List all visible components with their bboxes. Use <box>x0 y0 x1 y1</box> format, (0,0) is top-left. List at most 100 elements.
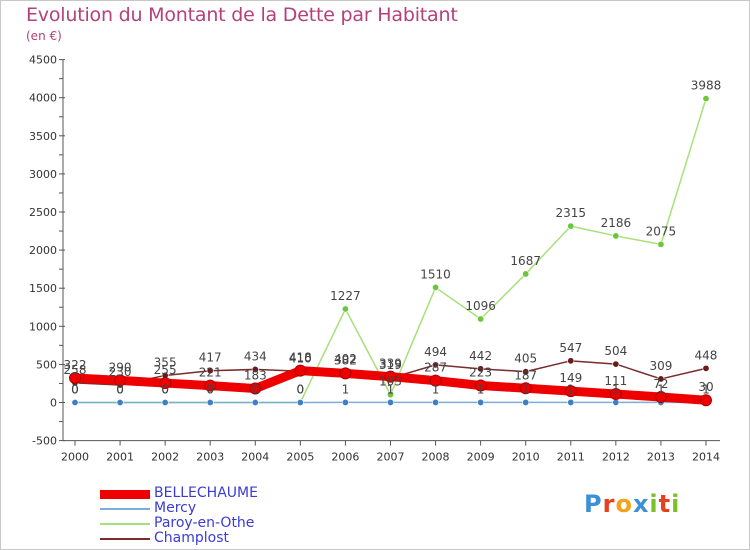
data-label: 0 <box>161 383 169 397</box>
data-label: 339 <box>379 357 402 371</box>
data-point <box>384 370 397 383</box>
data-label: 2075 <box>646 224 677 238</box>
x-tick-label: 2012 <box>602 451 630 464</box>
data-label: 1510 <box>420 267 451 281</box>
data-label: 0 <box>71 383 79 397</box>
data-label: 1 <box>567 382 575 396</box>
data-label: 0 <box>71 383 79 397</box>
data-point <box>702 95 710 103</box>
data-label: 1 <box>522 382 530 396</box>
legend-label: Champlost <box>154 530 229 546</box>
data-label: 494 <box>424 345 447 359</box>
data-label: 183 <box>244 369 267 383</box>
chart-subtitle: (en €) <box>26 29 62 43</box>
x-tick-label: 2003 <box>196 451 224 464</box>
y-tick-label: 4500 <box>29 54 57 67</box>
data-label: 1 <box>432 382 440 396</box>
data-point <box>477 365 485 373</box>
data-label: 2315 <box>555 206 586 220</box>
x-tick-label: 2014 <box>692 451 720 464</box>
data-label: 221 <box>199 366 222 380</box>
legend-item: Paroy-en-Othe <box>100 516 340 531</box>
y-tick-label: -500 <box>32 435 57 448</box>
data-point <box>609 388 622 401</box>
x-tick-label: 2008 <box>422 451 450 464</box>
data-point <box>159 377 172 390</box>
data-label: 0 <box>206 383 214 397</box>
data-label: 402 <box>334 352 357 366</box>
data-point <box>519 382 532 395</box>
data-point <box>567 222 575 230</box>
data-point <box>474 379 487 392</box>
data-point <box>522 270 530 278</box>
data-point <box>522 398 530 406</box>
data-point <box>477 398 485 406</box>
data-label: 1 <box>342 382 350 396</box>
data-point <box>386 391 394 399</box>
data-point <box>69 371 81 384</box>
data-label: 442 <box>469 349 492 363</box>
y-tick-label: 2000 <box>29 244 57 257</box>
y-tick-label: 4000 <box>29 92 57 105</box>
data-label: 0 <box>251 383 259 397</box>
data-label: 418 <box>289 351 312 365</box>
data-point <box>612 398 620 406</box>
data-point <box>564 385 577 398</box>
x-tick-label: 2000 <box>61 451 89 464</box>
data-point <box>432 398 440 406</box>
data-label: 111 <box>604 374 627 388</box>
legend-item: BELLECHAUME <box>100 486 340 501</box>
data-label: 258 <box>64 363 87 377</box>
y-tick-label: 3500 <box>29 130 57 143</box>
data-point <box>296 398 304 406</box>
data-label: 1 <box>477 382 485 396</box>
data-point <box>114 374 127 387</box>
x-tick-label: 2004 <box>241 451 269 464</box>
data-label: 0 <box>251 383 259 397</box>
logo-letter: o <box>615 490 633 518</box>
data-label: 355 <box>154 355 177 369</box>
data-label: 0 <box>161 383 169 397</box>
data-label: 230 <box>109 365 132 379</box>
logo-letter: r <box>602 490 616 518</box>
x-tick-label: 2005 <box>286 451 314 464</box>
data-point <box>249 382 262 395</box>
logo-letter: i <box>649 490 659 518</box>
chart-legend: BELLECHAUME Mercy Paroy-en-Othe Champlos… <box>100 486 340 546</box>
data-label: 1 <box>612 382 620 396</box>
logo-letter: P <box>584 490 603 518</box>
data-point <box>341 398 349 406</box>
data-label: 255 <box>154 363 177 377</box>
data-point <box>612 232 620 240</box>
x-tick-label: 2009 <box>467 451 495 464</box>
x-tick-label: 2007 <box>376 451 404 464</box>
data-label: 1 <box>387 382 395 396</box>
logo-letter: i <box>671 490 681 518</box>
data-label: 0 <box>297 383 305 397</box>
y-tick-label: 2500 <box>29 206 57 219</box>
data-label: 1 <box>702 382 710 396</box>
legend-label: BELLECHAUME <box>154 485 258 501</box>
data-point <box>161 398 169 406</box>
data-label: 2186 <box>601 216 632 230</box>
data-label: 287 <box>424 361 447 375</box>
data-label: 434 <box>244 349 267 363</box>
data-label: 0 <box>297 383 305 397</box>
data-point <box>657 375 665 383</box>
data-point <box>204 379 217 392</box>
data-point <box>432 283 440 291</box>
data-point <box>251 365 259 373</box>
data-label: 290 <box>109 360 132 374</box>
data-label: 410 <box>289 351 312 365</box>
x-tick-label: 2013 <box>647 451 675 464</box>
data-label: 1227 <box>330 289 361 303</box>
legend-swatch <box>100 508 150 510</box>
legend-item: Mercy <box>100 501 340 516</box>
data-point <box>432 361 440 369</box>
x-tick-label: 2002 <box>151 451 179 464</box>
data-label: 448 <box>695 348 718 362</box>
data-label: 0 <box>206 383 214 397</box>
data-label: 1 <box>657 382 665 396</box>
